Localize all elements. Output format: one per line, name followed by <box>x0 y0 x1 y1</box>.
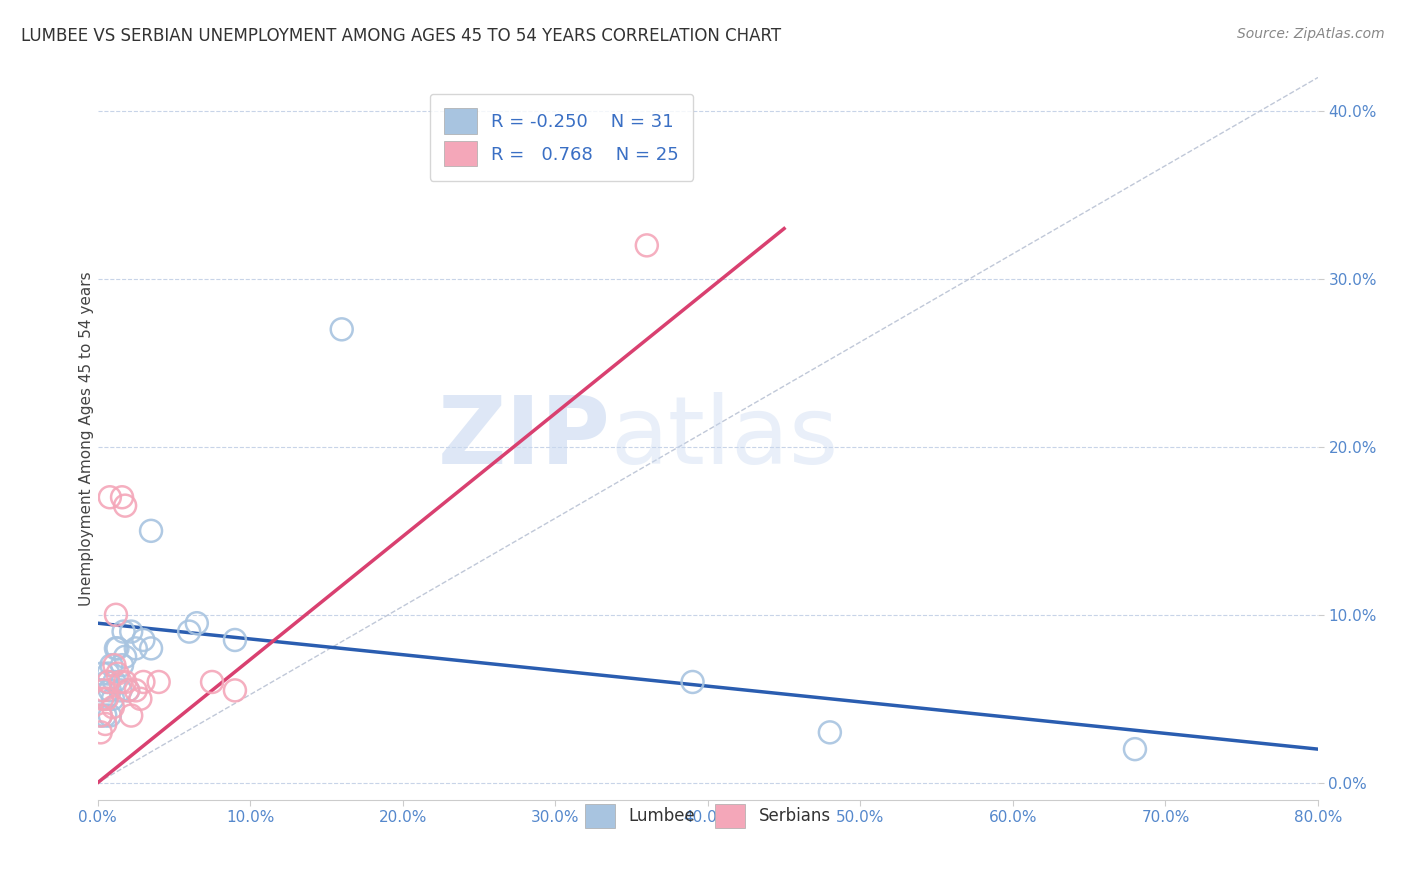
Point <box>104 607 127 622</box>
Point <box>682 675 704 690</box>
Point <box>90 708 112 723</box>
Point <box>132 632 155 647</box>
Point <box>186 616 208 631</box>
Point <box>98 490 121 504</box>
Point <box>103 658 125 673</box>
Point <box>90 708 112 723</box>
Point <box>98 683 121 698</box>
Point <box>97 675 120 690</box>
Point <box>110 683 132 698</box>
Point <box>107 641 129 656</box>
Text: ZIP: ZIP <box>437 392 610 484</box>
Point <box>96 675 118 690</box>
Point <box>101 700 124 714</box>
Point <box>107 666 129 681</box>
Point <box>100 658 122 673</box>
Point <box>117 683 139 698</box>
Point <box>120 708 142 723</box>
Point <box>103 675 125 690</box>
Point <box>224 632 246 647</box>
Point <box>112 624 135 639</box>
Point <box>125 641 148 656</box>
Point <box>120 624 142 639</box>
Point <box>636 238 658 252</box>
Text: atlas: atlas <box>610 392 838 484</box>
Point <box>110 675 132 690</box>
Point <box>179 624 201 639</box>
Point <box>114 649 136 664</box>
Point <box>818 725 841 739</box>
Point <box>114 499 136 513</box>
Point <box>111 658 134 673</box>
Text: LUMBEE VS SERBIAN UNEMPLOYMENT AMONG AGES 45 TO 54 YEARS CORRELATION CHART: LUMBEE VS SERBIAN UNEMPLOYMENT AMONG AGE… <box>21 27 782 45</box>
Point <box>139 641 162 656</box>
Point <box>94 708 117 723</box>
Point <box>93 683 115 698</box>
Point <box>96 691 118 706</box>
Point <box>94 717 117 731</box>
Point <box>1123 742 1146 756</box>
Point <box>90 683 112 698</box>
Point <box>129 691 152 706</box>
Point <box>330 322 353 336</box>
Point <box>125 683 148 698</box>
Y-axis label: Unemployment Among Ages 45 to 54 years: Unemployment Among Ages 45 to 54 years <box>79 271 94 606</box>
Point <box>148 675 170 690</box>
Text: Source: ZipAtlas.com: Source: ZipAtlas.com <box>1237 27 1385 41</box>
Point <box>91 666 114 681</box>
Point <box>101 691 124 706</box>
Point <box>104 641 127 656</box>
Point <box>132 675 155 690</box>
Point <box>117 683 139 698</box>
Legend: Lumbee, Serbians: Lumbee, Serbians <box>578 797 837 835</box>
Point <box>201 675 224 690</box>
Point <box>97 666 120 681</box>
Point <box>91 691 114 706</box>
Point <box>90 725 112 739</box>
Point <box>94 691 117 706</box>
Point <box>98 708 121 723</box>
Point <box>114 675 136 690</box>
Point <box>224 683 246 698</box>
Point <box>111 490 134 504</box>
Point <box>139 524 162 538</box>
